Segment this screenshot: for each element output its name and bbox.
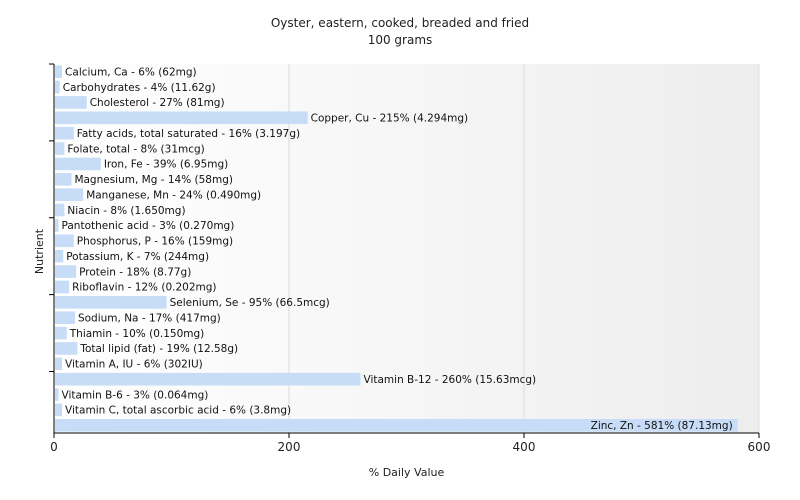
bar-label: Thiamin - 10% (0.150mg) — [69, 328, 205, 340]
bar-label: Potassium, K - 7% (244mg) — [66, 251, 209, 263]
bar-label: Manganese, Mn - 24% (0.490mg) — [86, 189, 261, 201]
bar — [55, 96, 87, 109]
y-axis-label: Nutrient — [33, 228, 46, 274]
bar-label: Niacin - 8% (1.650mg) — [67, 205, 185, 217]
bar — [55, 203, 65, 217]
bar-label: Cholesterol - 27% (81mg) — [90, 97, 225, 109]
bar-label: Vitamin A, IU - 6% (302IU) — [65, 359, 203, 371]
bar-label: Vitamin B-6 - 3% (0.064mg) — [62, 389, 209, 401]
bar — [55, 65, 63, 78]
bar — [55, 188, 84, 201]
bar-label: Vitamin C, total ascorbic acid - 6% (3.8… — [65, 405, 291, 417]
x-axis-label: % Daily Value — [369, 466, 445, 479]
plot-area — [54, 64, 759, 433]
gridlines — [288, 64, 760, 433]
bar-label: Pantothenic acid - 3% (0.270mg) — [62, 220, 235, 232]
chart-subtitle: 100 grams — [367, 33, 433, 47]
bar-label: Calcium, Ca - 6% (62mg) — [65, 66, 197, 78]
bar — [55, 157, 101, 171]
bar-label: Total lipid (fat) - 19% (12.58g) — [79, 343, 238, 355]
bar-label: Phosphorus, P - 16% (159mg) — [77, 236, 233, 248]
bar — [55, 296, 167, 309]
chart-title: Oyster, eastern, cooked, breaded and fri… — [270, 16, 530, 30]
bar-label: Folate, total - 8% (31mcg) — [67, 143, 204, 155]
x-tick-label: 600 — [748, 440, 771, 454]
x-tick-label: 200 — [278, 440, 301, 454]
x-tick-label: 0 — [50, 440, 58, 454]
bar — [55, 219, 59, 232]
bar — [55, 280, 70, 294]
bar-label: Sodium, Na - 17% (417mg) — [78, 312, 221, 324]
bar — [55, 342, 78, 355]
bar — [55, 142, 65, 155]
bar-label: Copper, Cu - 215% (4.294mg) — [311, 113, 469, 125]
bar-label: Riboflavin - 12% (0.202mg) — [72, 282, 216, 294]
bar-label: Fatty acids, total saturated - 16% (3.19… — [77, 128, 300, 140]
bar-label: Vitamin B-12 - 260% (15.63mcg) — [364, 374, 537, 386]
bar-label: Iron, Fe - 39% (6.95mg) — [104, 159, 228, 171]
bar — [55, 403, 63, 417]
bar — [55, 419, 738, 432]
bar-label: Selenium, Se - 95% (66.5mcg) — [170, 297, 330, 309]
bars-group: Calcium, Ca - 6% (62mg) Carbohydrates - 4… — [55, 65, 738, 432]
bar — [55, 173, 72, 186]
bar — [55, 372, 361, 386]
bar-label: Zinc, Zn - 581% (87.13mg) — [591, 420, 733, 432]
bar — [55, 311, 75, 324]
bar — [55, 265, 77, 278]
bar — [55, 388, 59, 401]
bar — [55, 326, 67, 340]
bar-label: Carbohydrates - 4% (11.62g) — [63, 82, 216, 94]
bar-label: Protein - 18% (8.77g) — [79, 266, 191, 278]
x-tick-label: 400 — [513, 440, 536, 454]
bar — [55, 80, 60, 94]
bar — [55, 357, 63, 371]
axes-group: 0 200 400 600 — [49, 63, 771, 454]
bar-label: Magnesium, Mg - 14% (58mg) — [74, 174, 233, 186]
bar — [55, 234, 74, 248]
bar — [55, 126, 74, 140]
bar — [55, 111, 308, 125]
bar — [55, 249, 64, 263]
